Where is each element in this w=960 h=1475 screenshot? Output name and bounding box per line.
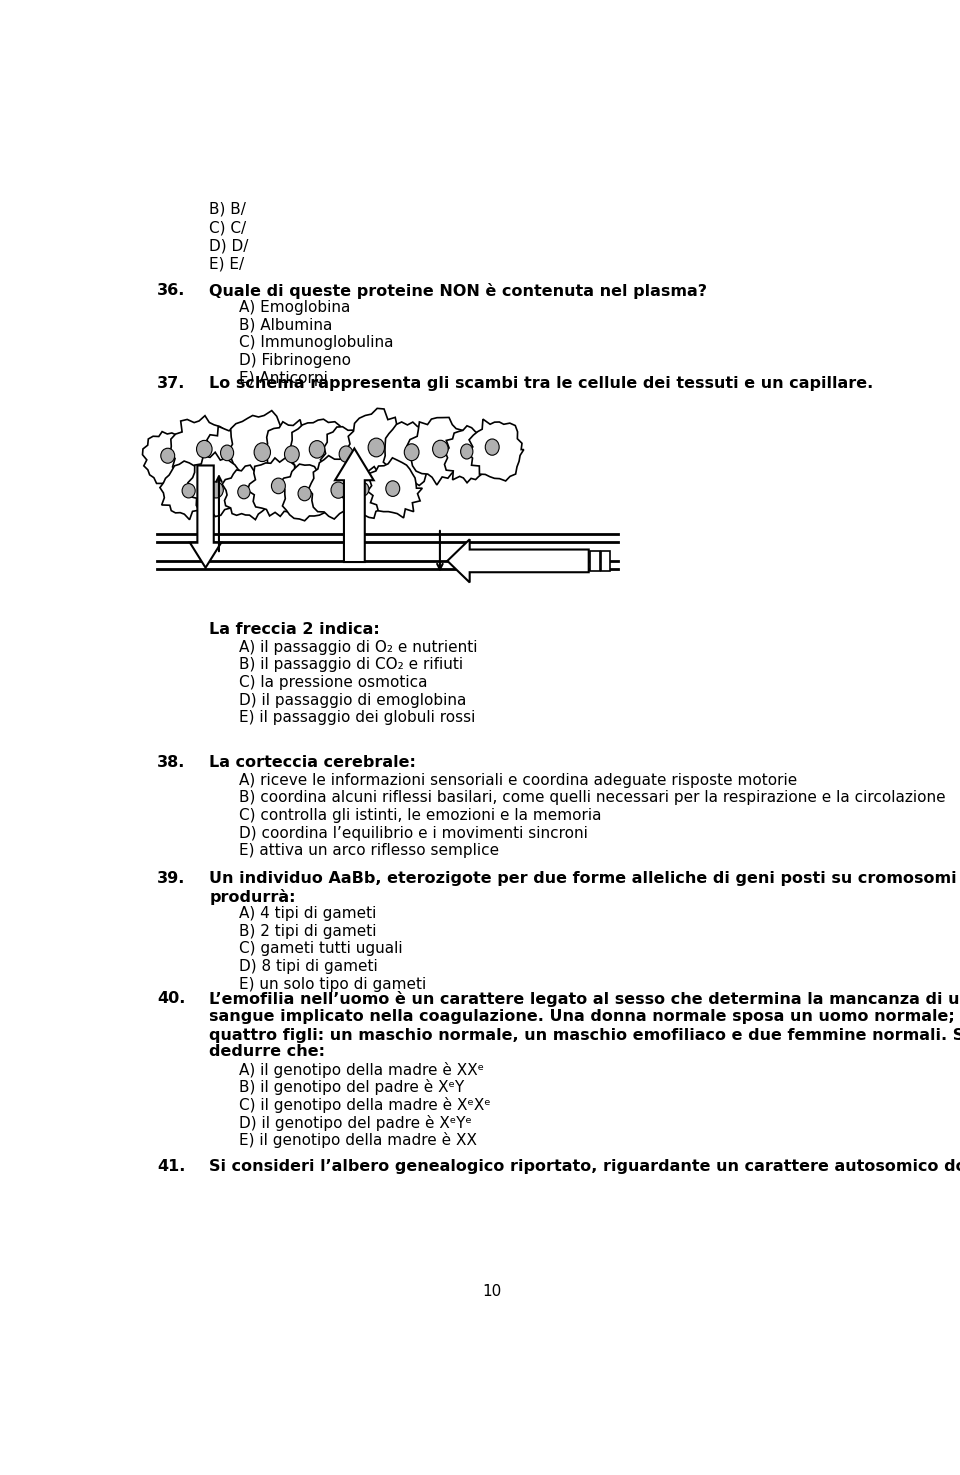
Text: E) il passaggio dei globuli rossi: E) il passaggio dei globuli rossi [239,711,475,726]
Polygon shape [346,409,412,484]
Text: C) il genotipo della madre è XᵉXᵉ: C) il genotipo della madre è XᵉXᵉ [239,1097,491,1114]
Ellipse shape [238,485,250,499]
Text: D) D/: D) D/ [209,239,249,254]
Polygon shape [248,457,300,516]
Text: E) il genotipo della madre è XX: E) il genotipo della madre è XX [239,1133,477,1148]
Text: D) il passaggio di emoglobina: D) il passaggio di emoglobina [239,693,467,708]
Polygon shape [309,456,364,519]
Polygon shape [228,410,294,485]
Polygon shape [205,426,256,487]
Text: D) il genotipo del padre è XᵉYᵉ: D) il genotipo del padre è XᵉYᵉ [239,1115,472,1130]
Text: B) Albumina: B) Albumina [239,317,332,333]
Polygon shape [321,426,378,485]
Text: C) la pressione osmotica: C) la pressione osmotica [239,676,427,690]
Text: Un individuo AaBb, eterozigote per due forme alleliche di geni posti su cromosom: Un individuo AaBb, eterozigote per due f… [209,870,960,886]
Polygon shape [263,419,320,485]
Polygon shape [368,457,422,518]
Ellipse shape [160,448,175,463]
Text: Si consideri l’albero genealogico riportato, riguardante un carattere autosomico: Si consideri l’albero genealogico riport… [209,1159,960,1174]
Text: La freccia 2 indica:: La freccia 2 indica: [209,622,380,637]
Ellipse shape [208,482,224,499]
Text: 37.: 37. [157,376,185,391]
Text: 41.: 41. [157,1159,185,1174]
Ellipse shape [339,445,353,462]
Text: 39.: 39. [157,870,185,886]
Ellipse shape [272,478,285,494]
Text: 2: 2 [338,437,348,451]
Text: E) Anticorpi: E) Anticorpi [239,370,328,385]
Ellipse shape [386,481,399,497]
Ellipse shape [331,482,346,499]
Ellipse shape [461,444,473,459]
Text: B) 2 tipi di gameti: B) 2 tipi di gameti [239,923,376,938]
Text: C) Immunoglobulina: C) Immunoglobulina [239,335,394,351]
Ellipse shape [298,487,311,502]
FancyArrow shape [190,466,221,568]
Text: B) il passaggio di CO₂ e rifiuti: B) il passaggio di CO₂ e rifiuti [239,658,463,673]
Text: 36.: 36. [157,283,185,298]
Text: A) Emoglobina: A) Emoglobina [239,301,350,316]
Text: 38.: 38. [157,755,185,770]
Polygon shape [383,422,439,487]
Text: B) il genotipo del padre è XᵉY: B) il genotipo del padre è XᵉY [239,1080,465,1096]
Polygon shape [280,465,331,521]
Bar [601,550,611,571]
Text: B) B/: B) B/ [209,202,246,217]
Ellipse shape [221,445,233,460]
Text: 1: 1 [170,456,180,472]
Ellipse shape [254,442,271,462]
Text: A) riceve le informazioni sensoriali e coordina adeguate risposte motorie: A) riceve le informazioni sensoriali e c… [239,773,798,788]
Polygon shape [291,419,350,484]
Polygon shape [341,466,388,518]
Polygon shape [444,426,492,482]
Text: 10: 10 [482,1285,502,1299]
Text: E) un solo tipo di gameti: E) un solo tipo di gameti [239,976,426,991]
Text: sangue implicato nella coagulazione. Una donna normale sposa un uomo normale; ha: sangue implicato nella coagulazione. Una… [209,1009,960,1024]
Text: Lo schema rappresenta gli scambi tra le cellule dei tessuti e un capillare.: Lo schema rappresenta gli scambi tra le … [209,376,874,391]
Polygon shape [160,462,212,519]
Text: produrrà:: produrrà: [209,888,296,904]
Text: Quale di queste proteine NON è contenuta nel plasma?: Quale di queste proteine NON è contenuta… [209,283,708,298]
Text: E) attiva un arco riflesso semplice: E) attiva un arco riflesso semplice [239,844,499,858]
Ellipse shape [368,438,385,457]
Text: 40.: 40. [157,991,185,1006]
Ellipse shape [433,440,448,457]
Text: La corteccia cerebrale:: La corteccia cerebrale: [209,755,416,770]
Text: C) controlla gli istinti, le emozioni e la memoria: C) controlla gli istinti, le emozioni e … [239,808,602,823]
Polygon shape [142,432,197,485]
Text: A) 4 tipi di gameti: A) 4 tipi di gameti [239,906,376,922]
Polygon shape [187,453,245,516]
Text: C) C/: C) C/ [209,220,247,235]
Bar [590,550,600,571]
Text: A) il passaggio di O₂ e nutrienti: A) il passaggio di O₂ e nutrienti [239,640,477,655]
Polygon shape [170,416,231,482]
Polygon shape [222,465,271,519]
Ellipse shape [404,444,419,460]
Text: B) coordina alcuni riflessi basilari, come quelli necessari per la respirazione : B) coordina alcuni riflessi basilari, co… [239,791,946,805]
Text: L’emofilia nell’uomo è un carattere legato al sesso che determina la mancanza di: L’emofilia nell’uomo è un carattere lega… [209,991,960,1007]
Text: C) gameti tutti uguali: C) gameti tutti uguali [239,941,402,956]
Text: A) il genotipo della madre è XXᵉ: A) il genotipo della madre è XXᵉ [239,1062,484,1078]
Ellipse shape [485,440,499,456]
Text: D) 8 tipi di gameti: D) 8 tipi di gameti [239,959,378,974]
FancyArrow shape [335,448,373,562]
Polygon shape [468,419,524,481]
Text: D) Fibrinogeno: D) Fibrinogeno [239,353,351,369]
Ellipse shape [182,484,195,499]
Ellipse shape [284,445,300,463]
FancyArrow shape [447,540,588,583]
Text: dedurre che:: dedurre che: [209,1044,325,1059]
Ellipse shape [309,441,324,459]
Ellipse shape [357,482,369,496]
Text: quattro figli: un maschio normale, un maschio emofiliaco e due femmine normali. : quattro figli: un maschio normale, un ma… [209,1027,960,1043]
Polygon shape [407,417,469,485]
Text: D) coordina l’equilibrio e i movimenti sincroni: D) coordina l’equilibrio e i movimenti s… [239,826,588,841]
Ellipse shape [197,441,212,457]
Text: E) E/: E) E/ [209,257,245,271]
